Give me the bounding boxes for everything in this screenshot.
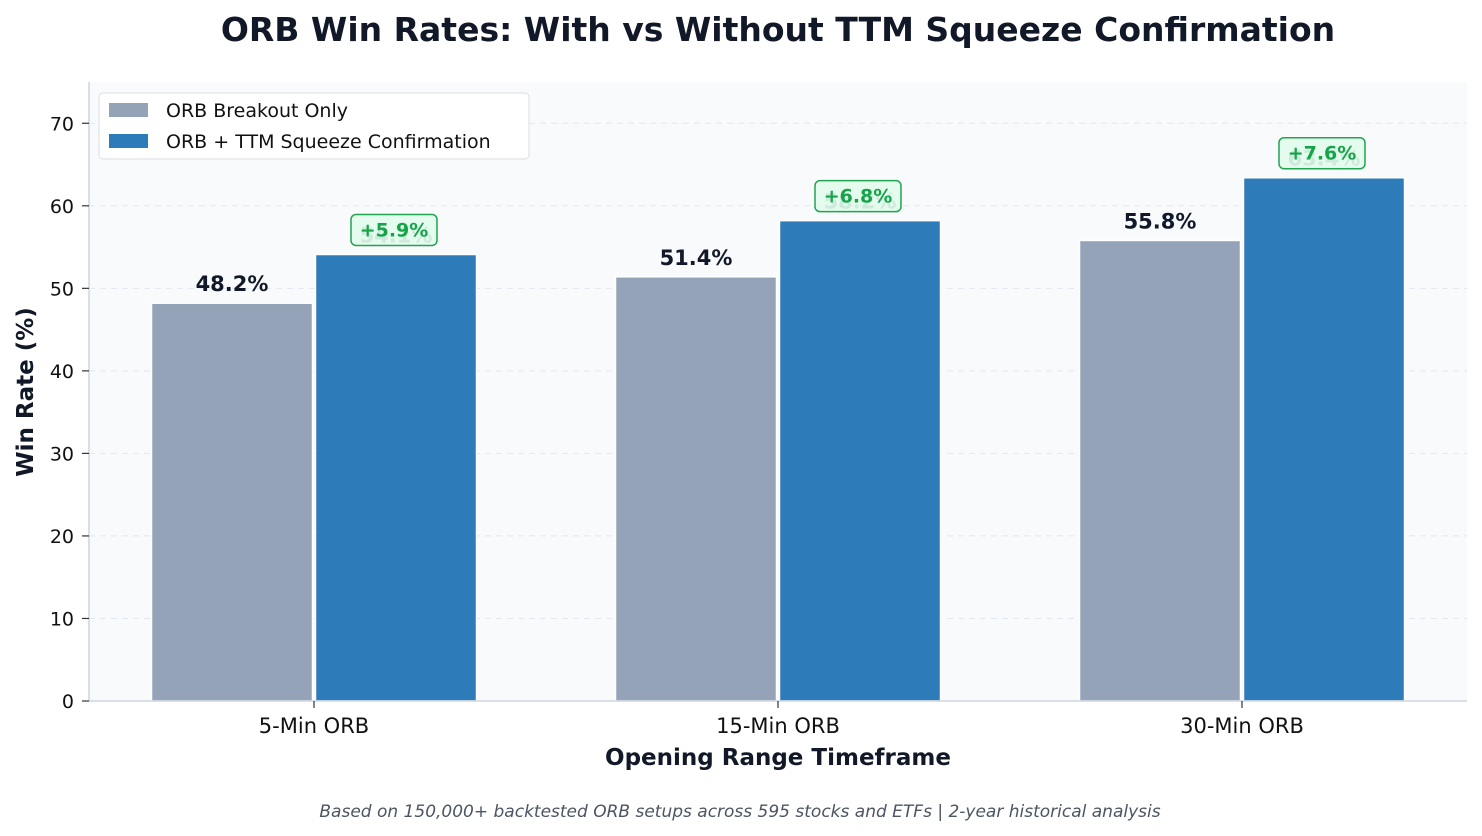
legend-swatch-orb-only [109, 103, 148, 117]
x-axis-ticks: 5-Min ORB 15-Min ORB 30-Min ORB [259, 701, 1304, 738]
bar-orb-ttm [1242, 176, 1406, 702]
x-tick-label: 30-Min ORB [1180, 714, 1304, 738]
bar-orb-ttm [314, 253, 478, 702]
chart-title: ORB Win Rates: With vs Without TTM Squee… [221, 10, 1335, 49]
legend: ORB Breakout Only ORB + TTM Squeeze Conf… [98, 92, 530, 160]
x-axis-title: Opening Range Timeframe [605, 745, 951, 771]
bar-value-label: 55.8% [1124, 209, 1197, 233]
legend-swatch-orb-ttm [109, 134, 148, 148]
y-tick-label: 30 [50, 443, 74, 465]
legend-label-orb-ttm: ORB + TTM Squeeze Confirmation [166, 131, 491, 153]
legend-box [98, 92, 530, 160]
bar-orb-ttm [778, 219, 942, 702]
y-tick-label: 70 [50, 113, 74, 135]
bar-orb-only [614, 276, 778, 702]
footnote: Based on 150,000+ backtested ORB setups … [319, 802, 1160, 822]
delta-badge [814, 179, 902, 213]
legend-label-orb-only: ORB Breakout Only [166, 100, 348, 122]
y-tick-label: 10 [50, 608, 74, 630]
delta-badge [350, 213, 438, 247]
y-tick-label: 50 [50, 278, 74, 300]
bar-labels: 48.2%54.1%+5.9%51.4%58.2%+6.8%55.8%63.4%… [196, 136, 1366, 296]
y-tick-label: 40 [50, 361, 74, 383]
y-tick-label: 0 [62, 691, 74, 713]
bar-orb-only [1078, 239, 1242, 702]
bar-value-label: 48.2% [196, 272, 269, 296]
bar-value-label: 51.4% [660, 246, 733, 270]
y-tick-label: 60 [50, 196, 74, 218]
delta-badge [1278, 136, 1366, 170]
delta-label: +6.8% [824, 186, 893, 208]
bars [150, 176, 1406, 702]
delta-label: +7.6% [1288, 143, 1357, 165]
x-tick-label: 15-Min ORB [716, 714, 840, 738]
bar-orb-only [150, 302, 314, 702]
y-tick-label: 20 [50, 526, 74, 548]
delta-label: +5.9% [360, 219, 429, 241]
x-tick-label: 5-Min ORB [259, 714, 369, 738]
y-axis-ticks: 0 10 20 30 40 50 60 70 [50, 113, 89, 713]
y-axis-title: Win Rate (%) [13, 307, 39, 477]
